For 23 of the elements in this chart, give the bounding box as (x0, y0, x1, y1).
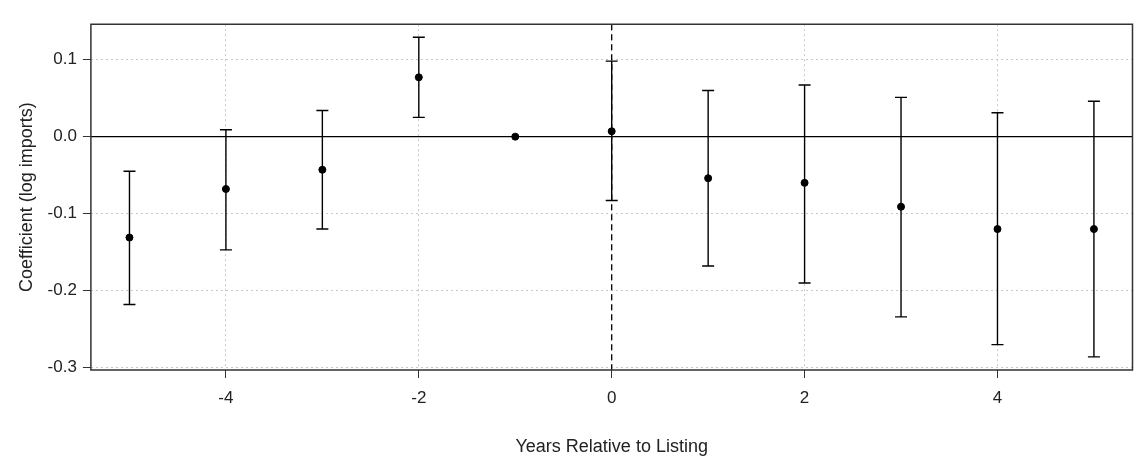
x-axis-title: Years Relative to Listing (515, 436, 708, 457)
y-tick-label: -0.1 (47, 203, 77, 223)
x-tick-label: 4 (992, 387, 1003, 407)
x-tick-label: -2 (411, 387, 427, 407)
point (221, 185, 230, 194)
y-tick-label: -0.3 (47, 357, 77, 377)
y-tick-label: 0.1 (53, 49, 77, 69)
y-tick-label: 0.0 (53, 126, 77, 146)
point (125, 233, 134, 242)
point (897, 202, 906, 211)
point (607, 127, 616, 136)
point (1089, 225, 1098, 234)
point (414, 73, 423, 82)
point (800, 178, 809, 187)
point (704, 174, 713, 183)
y-tick-label: -0.2 (47, 280, 77, 300)
y-axis-title: Coefficient (log imports) (15, 102, 36, 292)
point (993, 225, 1002, 234)
point (318, 165, 327, 174)
x-tick-label: 2 (799, 387, 810, 407)
x-tick-label: 0 (606, 387, 617, 407)
point (511, 132, 520, 141)
x-tick-label: -4 (218, 387, 234, 407)
